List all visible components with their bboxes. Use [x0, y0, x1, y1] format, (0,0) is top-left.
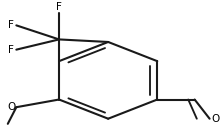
Text: F: F — [8, 20, 14, 30]
Text: F: F — [56, 2, 62, 12]
Text: O: O — [7, 102, 15, 112]
Text: O: O — [212, 114, 220, 124]
Text: F: F — [8, 45, 14, 55]
